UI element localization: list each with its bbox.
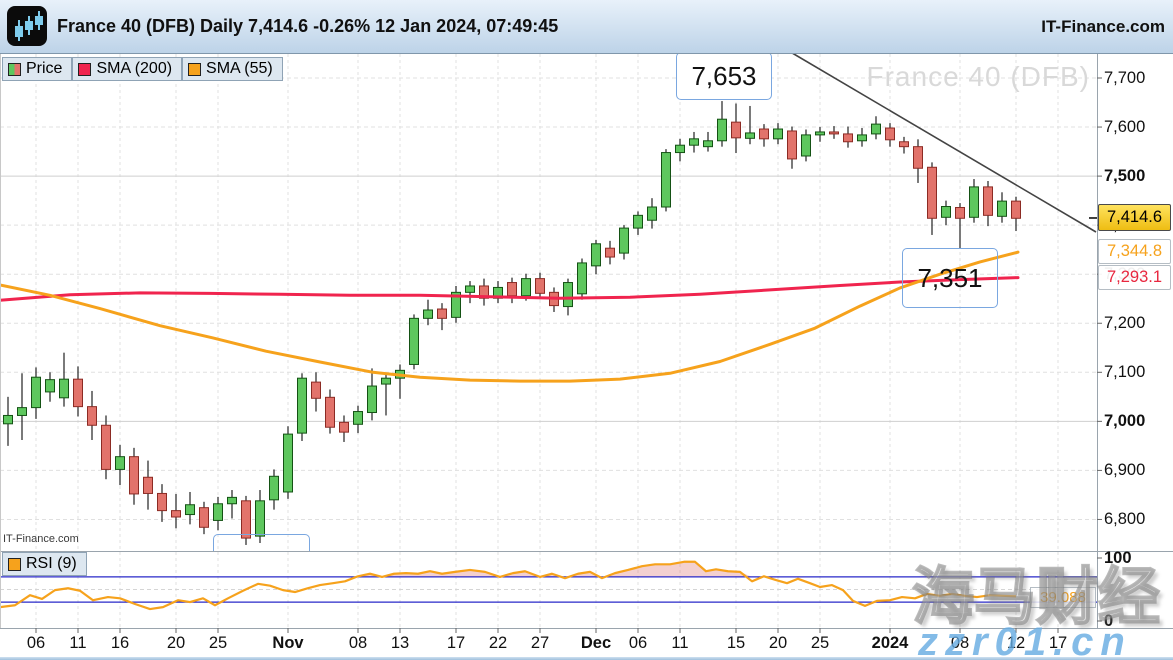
price-tick-label: 6,900 xyxy=(1104,461,1146,480)
last-price-badge: 7,414.6 xyxy=(1098,204,1171,231)
price-tick-label: 7,700 xyxy=(1104,69,1146,87)
time-tick-label: 08 xyxy=(348,634,368,652)
chart-header: France 40 (DFB) Daily 7,414.6 -0.26% 12 … xyxy=(0,0,1173,54)
sma200-swatch-icon xyxy=(78,62,92,76)
legend-chip-sma200[interactable]: SMA (200) xyxy=(72,57,183,81)
price-tick-label: 7,200 xyxy=(1104,314,1146,333)
rsi-tick-label: 0 xyxy=(1104,612,1114,630)
price-tick-label: 7,500 xyxy=(1104,167,1146,186)
legend-sma55-label: SMA (55) xyxy=(206,60,273,77)
time-tick-label: 06 xyxy=(628,634,648,652)
time-tick-label: 13 xyxy=(390,634,410,652)
rsi-swatch-icon xyxy=(8,557,21,571)
price-tick-label: 7,600 xyxy=(1104,118,1146,137)
legend-price-label: Price xyxy=(26,60,63,77)
price-tick-label: 7,000 xyxy=(1104,412,1146,431)
price-pane[interactable]: 7,653 7,351 xyxy=(0,53,1097,551)
time-tick-label: 2024 xyxy=(871,634,909,652)
time-tick-label: 22 xyxy=(488,634,508,652)
time-tick-label: 25 xyxy=(810,634,830,652)
itfinance-small-watermark: IT-Finance.com xyxy=(3,533,79,545)
legend-chip-rsi[interactable]: RSI (9) xyxy=(2,552,87,576)
price-annotation[interactable] xyxy=(213,534,310,551)
time-tick-label: 17 xyxy=(1048,634,1068,652)
legend-sma200-label: SMA (200) xyxy=(96,60,173,77)
cn-url-watermark: zzr01.cn xyxy=(918,620,1132,660)
price-tick-label: 7,100 xyxy=(1104,363,1146,382)
price-tick-label: 6,800 xyxy=(1104,510,1146,529)
time-tick-label: 16 xyxy=(110,634,130,652)
price-annotation[interactable]: 7,653 xyxy=(676,53,772,100)
candlestick-logo-icon[interactable] xyxy=(7,6,47,46)
time-tick-label: 27 xyxy=(530,634,550,652)
rsi-value-badge: 39.088 xyxy=(1030,587,1096,608)
price-swatch-icon xyxy=(8,62,21,76)
brand-link[interactable]: IT-Finance.com xyxy=(1041,17,1165,36)
legend-chip-price[interactable]: Price xyxy=(2,57,73,81)
sma200-value-badge: 7,293.1 xyxy=(1098,265,1171,290)
price-legend-row: Price SMA (200) SMA (55) xyxy=(2,57,283,81)
time-tick-label: 15 xyxy=(726,634,746,652)
time-tick-label: 12 xyxy=(1006,634,1026,652)
time-tick-label: 20 xyxy=(768,634,788,652)
time-tick-label: Dec xyxy=(580,634,612,652)
legend-chip-sma55[interactable]: SMA (55) xyxy=(182,57,283,81)
time-tick-label: 11 xyxy=(671,634,689,652)
time-tick-label: 08 xyxy=(950,634,970,652)
price-annotation[interactable]: 7,351 xyxy=(902,248,998,308)
sma55-swatch-icon xyxy=(188,62,202,76)
time-tick-label: 17 xyxy=(446,634,466,652)
time-tick-label: 20 xyxy=(166,634,186,652)
time-tick-label: 11 xyxy=(69,634,87,652)
time-tick-label: 25 xyxy=(208,634,228,652)
rsi-legend-row: RSI (9) xyxy=(2,552,87,576)
chart-title: France 40 (DFB) Daily 7,414.6 -0.26% 12 … xyxy=(57,16,559,36)
time-tick-label: Nov xyxy=(272,634,304,652)
window-bottom-edge xyxy=(0,657,1173,660)
time-tick-label: 06 xyxy=(26,634,46,652)
cn-watermark: 海马财经 xyxy=(911,562,1161,633)
rsi-tick-label: 100 xyxy=(1104,549,1132,567)
sma55-value-badge: 7,344.8 xyxy=(1098,239,1171,264)
legend-rsi-label: RSI (9) xyxy=(26,555,77,572)
chart-watermark: France 40 (DFB) xyxy=(866,61,1090,92)
